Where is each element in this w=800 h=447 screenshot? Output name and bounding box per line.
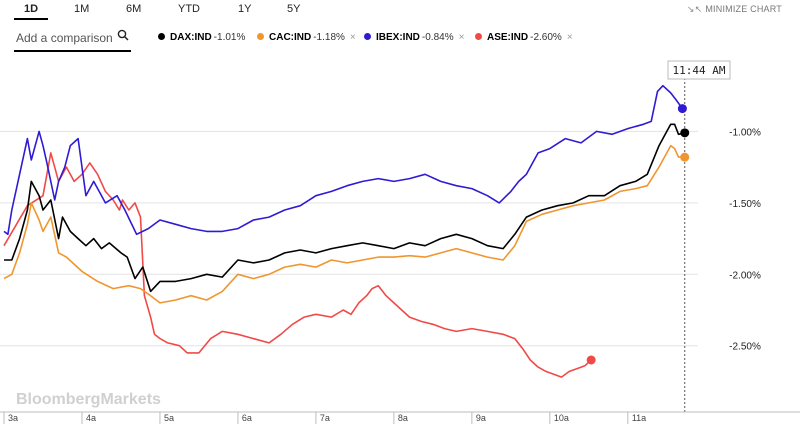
tab-ytd[interactable]: YTD (178, 3, 200, 15)
x-tick-label: 6a (242, 413, 252, 423)
chart-grid (0, 78, 698, 414)
bloomberg-markets-watermark: BloombergMarkets (16, 391, 161, 408)
x-tick-label: 9a (476, 413, 486, 423)
dax-dot-icon (158, 33, 165, 40)
legend-item-cac: CAC:IND -1.18% × (257, 32, 356, 46)
tab-1y[interactable]: 1Y (238, 3, 252, 15)
series-line-dax (4, 123, 685, 293)
minimize-chart-button[interactable]: ↘↖ MINIMIZE CHART (687, 4, 782, 15)
search-icon[interactable] (117, 29, 129, 41)
time-readout: 11:44 AM (667, 60, 731, 80)
tab-5y[interactable]: 5Y (287, 3, 301, 15)
x-tick-label: 4a (86, 413, 96, 423)
legend-item-dax: DAX:IND -1.01% (158, 32, 245, 46)
remove-ase-icon[interactable]: × (566, 32, 573, 43)
legend-symbol: CAC:IND (269, 32, 312, 43)
chart-series (3, 84, 685, 378)
legend-item-ibex: IBEX:IND -0.84% × (364, 32, 464, 46)
y-tick-label: -1.00% (729, 127, 761, 138)
time-readout-box (667, 60, 731, 80)
comparison-search (14, 26, 131, 52)
y-tick-label: -2.50% (729, 342, 761, 353)
tab-1m[interactable]: 1M (74, 3, 90, 15)
x-tick-label: 3a (8, 413, 18, 423)
series-end-marker-ase (586, 355, 596, 365)
remove-cac-icon[interactable]: × (349, 32, 356, 43)
y-tick-label: -1.50% (729, 199, 761, 210)
minimize-chart-label: MINIMIZE CHART (705, 4, 782, 14)
x-tick-label: 5a (164, 413, 174, 423)
x-tick-label: 7a (320, 413, 330, 423)
price-chart[interactable]: -1.00% -1.50% -2.00% -2.50% 3a 4a 5a 6a 7a 8a 9a 10… (0, 52, 800, 447)
legend-change: -1.18% (313, 32, 345, 43)
legend-symbol: ASE:IND (487, 32, 529, 43)
remove-ibex-icon[interactable]: × (458, 32, 465, 43)
x-tick-label: 10a (554, 413, 569, 423)
series-line-cac (3, 144, 685, 304)
series-end-marker-cac (680, 152, 690, 162)
search-input[interactable] (16, 29, 114, 47)
chart-markers (586, 104, 690, 365)
legend-change: -2.60% (530, 32, 562, 43)
cac-dot-icon (257, 33, 264, 40)
legend-change: -1.01% (213, 32, 246, 43)
active-tab-indicator (14, 18, 48, 20)
x-tick-label: 11a (632, 413, 646, 423)
current-time-label: 11:44 AM (673, 64, 726, 77)
comparison-bar: DAX:IND-1.01% CAC:IND-1.18% × IBEX:IND-0.… (0, 26, 800, 52)
legend-change: -0.84% (421, 32, 454, 43)
minimize-icon: ↘↖ (686, 4, 703, 14)
tab-1d[interactable]: 1D (24, 3, 39, 15)
legend-symbol: DAX:IND (170, 32, 212, 43)
series-line-ibex (3, 84, 684, 236)
series-end-marker-dax (680, 128, 690, 138)
chart-axes: -1.00% -1.50% -2.00% -2.50% 3a 4a 5a 6a 7a 8a 9a 10… (0, 127, 800, 424)
y-tick-label: -2.00% (729, 270, 761, 281)
legend-item-ase: ASE:IND -2.60% × (475, 32, 573, 46)
legend-symbol: IBEX:IND (376, 32, 420, 43)
ibex-dot-icon (364, 33, 371, 40)
ase-dot-icon (475, 33, 482, 40)
time-range-tabs: 1D 1M 6M YTD 1Y 5Y ↘↖ MINIMIZE CHART (0, 0, 800, 20)
tab-6m[interactable]: 6M (126, 3, 142, 15)
series-line-ase (3, 152, 592, 378)
series-end-marker-ibex (677, 104, 687, 114)
x-tick-label: 8a (398, 413, 408, 423)
